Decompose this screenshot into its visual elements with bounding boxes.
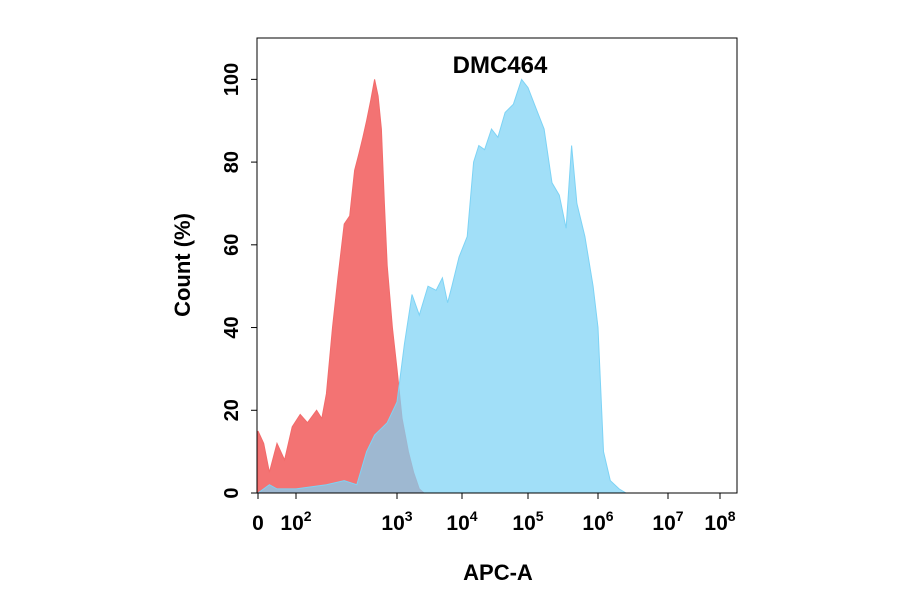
axis-layer: 0 20 40 60 80 100 0 102 103 104 105 106 107 108 [221,63,736,535]
x-tick-label: 106 [582,508,613,535]
plot-frame [256,37,738,494]
y-tick-label: 60 [221,234,243,256]
x-tick-label: 108 [704,508,735,535]
x-tick-label: 102 [280,508,311,535]
x-tick-label: 0 [252,512,264,535]
x-tick-label: 103 [381,508,412,535]
plot-layer [256,78,628,494]
y-tick-label: 0 [221,487,243,498]
y-tick-label: 80 [221,151,243,173]
histogram-series-2 [256,78,628,494]
x-axis-label: APC-A [463,560,533,585]
y-tick-label: 40 [221,316,243,338]
chart-title: DMC464 [453,52,548,79]
y-axis-label: Count (%) [170,213,195,317]
x-tick-label: 107 [652,508,683,535]
y-tick-label: 100 [221,63,243,96]
x-tick-label: 104 [446,508,477,535]
x-tick-label: 105 [512,508,543,535]
y-tick-label: 20 [221,399,243,421]
